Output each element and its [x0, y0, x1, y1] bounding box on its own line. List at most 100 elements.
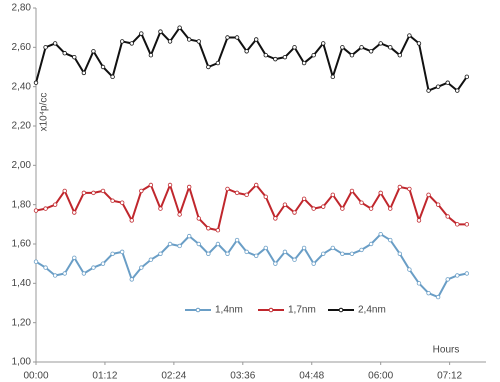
- y-tick-label: 1,40: [12, 278, 32, 289]
- point-marker: [378, 231, 383, 237]
- point-marker: [368, 241, 374, 247]
- point-marker: [244, 249, 249, 255]
- point-marker: [407, 33, 412, 38]
- y-tick-label: 2,40: [12, 81, 32, 92]
- point-marker: [215, 228, 221, 233]
- point-marker: [72, 255, 77, 260]
- point-marker: [33, 80, 39, 85]
- point-marker: [321, 251, 326, 257]
- point-marker: [263, 245, 268, 251]
- point-marker: [368, 206, 374, 211]
- point-marker: [397, 184, 403, 190]
- legend-label: 1,4nm: [215, 305, 243, 316]
- point-marker: [52, 41, 58, 46]
- x-tick-label: 06:00: [368, 371, 393, 382]
- point-marker: [100, 188, 106, 194]
- point-marker: [340, 251, 345, 257]
- y-tick-label: 1,20: [12, 317, 32, 328]
- legend-label: 1,7nm: [288, 305, 316, 316]
- point-marker: [359, 200, 364, 205]
- point-marker: [119, 39, 125, 44]
- point-marker: [273, 216, 278, 221]
- point-marker: [139, 188, 144, 194]
- point-marker: [416, 41, 422, 46]
- point-marker: [177, 25, 182, 30]
- point-marker: [72, 54, 77, 60]
- point-marker: [301, 196, 307, 201]
- point-marker: [254, 182, 259, 188]
- point-marker: [43, 265, 48, 270]
- point-marker: [407, 267, 412, 272]
- point-marker: [330, 192, 336, 198]
- point-marker: [464, 271, 470, 276]
- point-marker: [148, 182, 154, 188]
- point-marker: [330, 74, 336, 80]
- legend-marker: [338, 307, 344, 313]
- point-marker: [43, 45, 48, 50]
- x-axis-label: Hours: [433, 345, 460, 356]
- point-marker: [359, 247, 364, 253]
- point-marker: [445, 277, 450, 282]
- point-marker: [129, 277, 134, 282]
- x-tick-label: 03:36: [230, 371, 255, 382]
- point-marker: [388, 206, 393, 211]
- point-marker: [416, 281, 422, 286]
- point-marker: [72, 210, 77, 215]
- x-tick-label: 01:12: [92, 371, 117, 382]
- point-marker: [254, 253, 259, 258]
- point-marker: [177, 212, 182, 217]
- point-marker: [349, 53, 355, 58]
- point-marker: [33, 259, 39, 264]
- point-marker: [244, 192, 249, 198]
- point-marker: [139, 31, 144, 36]
- point-marker: [225, 251, 230, 257]
- y-tick-label: 1,80: [12, 199, 32, 210]
- point-marker: [464, 222, 470, 227]
- point-marker: [330, 245, 336, 251]
- point-marker: [321, 204, 326, 209]
- point-marker: [91, 190, 96, 196]
- point-marker: [340, 206, 345, 211]
- point-marker: [206, 226, 211, 231]
- point-marker: [62, 188, 67, 194]
- point-marker: [426, 290, 431, 296]
- point-marker: [186, 184, 192, 190]
- point-marker: [167, 182, 173, 188]
- point-marker: [110, 198, 115, 203]
- point-marker: [292, 45, 297, 50]
- y-tick-label: 2,60: [12, 42, 32, 53]
- point-marker: [186, 37, 192, 42]
- point-marker: [416, 218, 422, 223]
- point-marker: [426, 192, 431, 198]
- point-marker: [273, 56, 278, 62]
- point-marker: [368, 49, 374, 54]
- point-marker: [177, 243, 182, 249]
- point-marker: [282, 202, 288, 207]
- y-tick-label: 2,80: [12, 3, 32, 14]
- point-marker: [445, 214, 450, 219]
- point-marker: [321, 41, 326, 46]
- point-marker: [397, 53, 403, 58]
- point-marker: [62, 51, 67, 56]
- point-marker: [301, 245, 307, 251]
- point-marker: [139, 265, 144, 270]
- point-marker: [234, 190, 240, 196]
- point-marker: [455, 222, 460, 227]
- point-marker: [148, 257, 154, 262]
- point-marker: [311, 261, 316, 266]
- point-marker: [378, 41, 383, 46]
- point-marker: [388, 237, 393, 243]
- point-marker: [292, 257, 297, 262]
- point-marker: [244, 49, 249, 54]
- point-marker: [81, 70, 87, 76]
- point-marker: [119, 249, 125, 255]
- legend-marker: [195, 307, 201, 313]
- point-marker: [282, 54, 288, 60]
- point-marker: [167, 39, 173, 44]
- series-line: [35, 233, 468, 299]
- point-marker: [445, 80, 450, 85]
- point-marker: [234, 35, 240, 40]
- point-marker: [129, 41, 134, 46]
- point-marker: [455, 273, 460, 278]
